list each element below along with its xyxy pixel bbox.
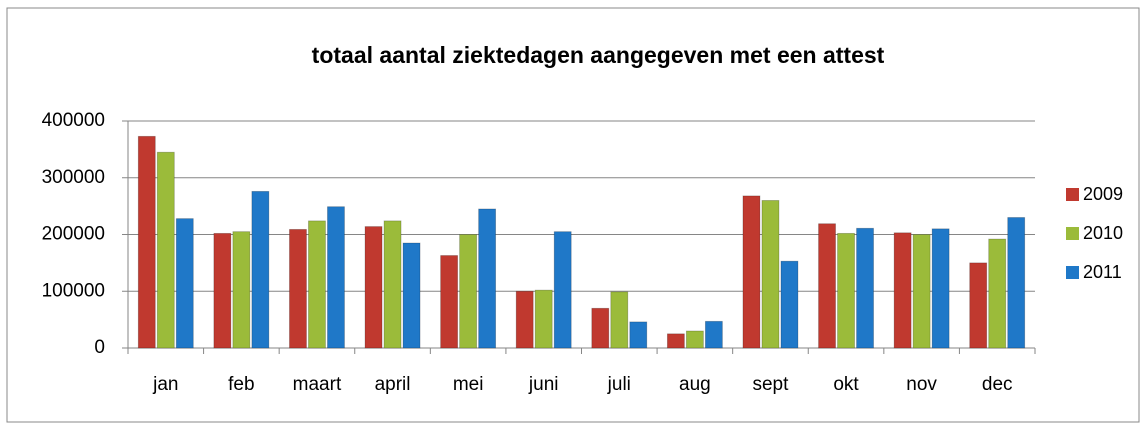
bar <box>666 333 685 349</box>
bar <box>327 206 345 349</box>
x-tick-label: april <box>375 374 411 395</box>
chart-frame <box>6 7 1140 423</box>
bar <box>175 218 194 349</box>
bar <box>232 231 251 349</box>
legend-label: 2009 <box>1083 184 1123 204</box>
x-tick-label: sept <box>752 374 789 395</box>
bar <box>969 262 988 349</box>
bar <box>156 151 175 349</box>
bar <box>440 255 459 349</box>
chart-title: totaal aantal ziektedagen aangegeven met… <box>312 42 885 68</box>
x-tick-label: mei <box>453 374 484 395</box>
x-tick-label: maart <box>293 374 342 395</box>
bar <box>912 234 931 349</box>
x-tick-label: feb <box>228 374 254 395</box>
bar <box>931 228 950 349</box>
bar <box>213 232 232 349</box>
bar <box>289 228 307 349</box>
bar <box>515 290 534 349</box>
bar <box>534 289 553 349</box>
bar <box>137 135 156 349</box>
bar <box>685 330 704 349</box>
bar <box>704 320 723 349</box>
x-tick-label: jan <box>152 374 178 395</box>
y-tick-label: 200000 <box>42 224 105 245</box>
legend-swatch <box>1066 227 1079 240</box>
legend-label: 2010 <box>1083 223 1123 243</box>
bar <box>251 190 270 349</box>
y-tick-label: 0 <box>94 337 105 358</box>
x-tick-label: okt <box>833 374 859 395</box>
y-tick-label: 400000 <box>42 110 105 131</box>
legend-swatch <box>1066 266 1079 279</box>
bar <box>459 234 478 349</box>
y-tick-label: 300000 <box>42 167 105 188</box>
bar <box>591 307 610 349</box>
bar <box>893 232 912 349</box>
legend-swatch <box>1066 188 1079 201</box>
bar <box>988 238 1007 349</box>
bar <box>780 260 799 349</box>
bar <box>761 200 780 349</box>
bar <box>742 195 761 349</box>
x-tick-label: dec <box>982 374 1013 395</box>
x-tick-label: juli <box>607 374 631 395</box>
bar <box>308 220 326 349</box>
bar <box>837 232 855 349</box>
bar <box>818 223 836 349</box>
legend-label: 2011 <box>1083 262 1122 282</box>
y-tick-label: 100000 <box>42 280 105 301</box>
x-tick-label: aug <box>679 374 711 395</box>
bar <box>856 227 874 349</box>
bar <box>629 321 648 349</box>
bar <box>383 220 402 349</box>
bar <box>1007 217 1026 349</box>
bar <box>402 242 421 349</box>
bar <box>364 226 383 349</box>
x-tick-label: nov <box>906 374 937 395</box>
bar <box>553 231 572 349</box>
x-tick-label: juni <box>528 374 559 395</box>
bar <box>610 291 629 349</box>
bar <box>478 208 497 349</box>
